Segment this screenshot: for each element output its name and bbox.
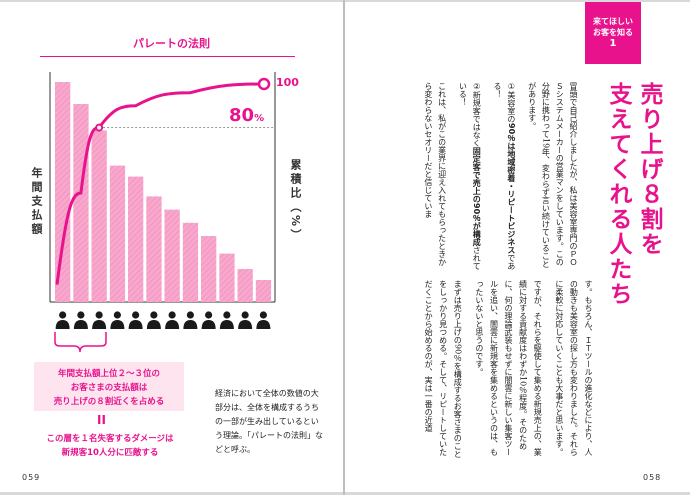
point-one: ①美容室の90％は地域密着・リピートビジネスである！ (493, 82, 516, 271)
bar-7 (164, 209, 180, 302)
top-customers-bracket (54, 332, 107, 353)
customer-icon-9 (201, 311, 216, 329)
left-page: パレートの法則 年間支払額 累積比（%） 100 80% 年 (0, 2, 343, 492)
customer-icon-12 (256, 311, 271, 329)
customer-icon-4 (110, 311, 125, 329)
point-two: ②新規客ではなく固定客で売上の90％が構成されている！ (458, 82, 482, 271)
bar-2 (73, 104, 89, 302)
customer-icon-5 (128, 311, 143, 329)
loss-impact-note: この層を１名失客するダメージは 新規客10人分に匹敵する (30, 432, 190, 460)
page-number-left: 059 (22, 473, 41, 482)
badge-number: 1 (609, 38, 617, 49)
customer-icon-6 (146, 311, 161, 329)
curve-threshold-marker (95, 123, 104, 132)
bar-5 (128, 176, 144, 302)
bar-3 (91, 130, 107, 302)
curve-end-marker (257, 77, 271, 91)
callout-line-3: 売り上げの８割近くを占める (53, 397, 165, 407)
top-customers-callout: 年間支払額上位２〜３位の お客さまの支払額は 売り上げの８割近くを占める (34, 362, 184, 411)
paragraph-repeat: まずは売り上げの90％を構成するお客さまのことをしっかり見つめる。そして、リピー… (424, 280, 463, 459)
callout-line-2: お客さまの支払額は (70, 383, 148, 393)
bar-12 (255, 280, 272, 302)
y-axis-label-right: 累積比（%） (289, 159, 302, 244)
note-line-1: この層を１名失客するダメージは (46, 434, 174, 444)
bar-6 (146, 196, 162, 302)
cumulative-curve (55, 82, 265, 285)
page-number-right: 058 (643, 473, 662, 482)
body-text-upper: 冒頭で自己紹介しましたが、私は美容室専門のＰＯＳシステムメーカーの営業マンをして… (375, 82, 580, 272)
title-rule (40, 56, 295, 57)
customer-icon-8 (183, 311, 198, 329)
note-line-2: 新規客10人分に匹敵する (61, 448, 159, 458)
bar-1 (55, 82, 71, 302)
paragraph-theory: これは、私がこの業界に迎え入れてもらったときから変わらないセオリーだと信じていま (423, 82, 447, 266)
headline-line-1: 売り上げ８割を (636, 82, 662, 257)
body-text-lower: す。もちろん、ＩＴツールの進化などにより、人の動きも美容室の探し方も変わりました… (375, 280, 595, 462)
customer-icon-2 (73, 311, 88, 329)
callout-line-1: 年間支払額上位２〜３位の (57, 369, 160, 379)
y-axis-label-left: 年間支払額 (30, 167, 43, 237)
right-page: 来てほしい お客を知る 1 売り上げ８割を 支えてくれる人たち 冒頭で自己紹介し… (345, 2, 690, 492)
customer-icon-11 (238, 311, 253, 329)
pareto-chart (49, 72, 276, 353)
section-badge: 来てほしい お客を知る 1 (585, 2, 641, 64)
bar-8 (182, 222, 199, 302)
paragraph-it-tools: す。もちろん、ＩＴツールの進化などにより、人の動きも美容室の探し方も変わりました… (554, 280, 593, 456)
bar-4 (109, 165, 126, 302)
headline-line-2: 支えてくれる人たち (605, 82, 631, 307)
chart-title: パレートの法則 (133, 37, 210, 50)
bar-10 (219, 253, 235, 302)
customer-icon-7 (165, 311, 180, 329)
book-gutter (343, 0, 345, 495)
badge-line-1: 来てほしい (593, 17, 633, 26)
pareto-caption: 経済において全体の数値の大部分は、全体を構成するうちの一部が生み出しているという… (215, 389, 323, 454)
customer-icon-3 (92, 311, 107, 329)
badge-line-2: お客を知る (593, 28, 633, 37)
bar-11 (237, 269, 253, 302)
paragraph-intro: 冒頭で自己紹介しましたが、私は美容室専門のＰＯＳシステムメーカーの営業マンをして… (527, 82, 578, 269)
customer-icon-1 (55, 311, 70, 329)
threshold-percent-label: 80% (229, 105, 265, 126)
chapter-headline: 売り上げ８割を 支えてくれる人たち (602, 82, 664, 322)
cumulative-max-label: 100 (276, 76, 299, 89)
equals-mark: II (97, 413, 106, 427)
paragraph-new-customers: ですが、それらを駆使して集める新規売上の、業績に対する貢献度はわずか10％程度。… (474, 280, 543, 456)
bar-9 (201, 236, 217, 302)
customer-icon-10 (219, 311, 234, 329)
